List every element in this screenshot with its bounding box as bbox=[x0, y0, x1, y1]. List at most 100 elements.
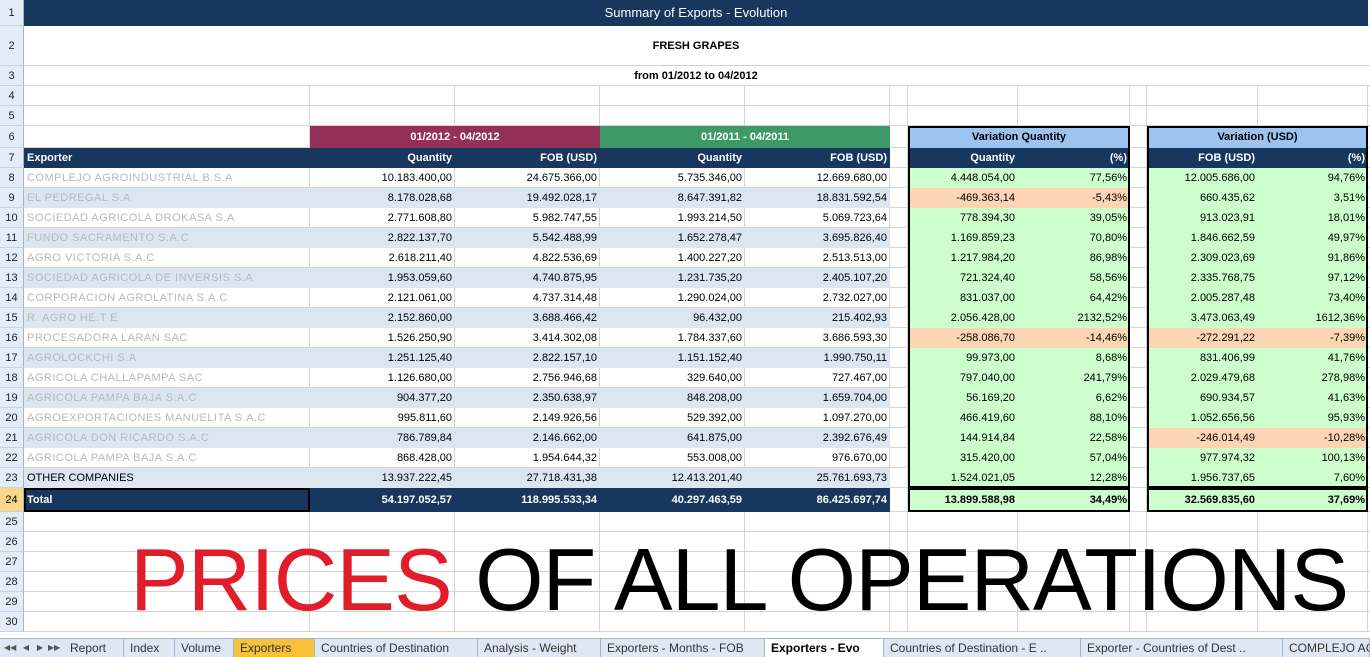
column-header-quantity[interactable]: Quantity bbox=[908, 148, 1018, 168]
quantity-previous[interactable]: 1.231.735,20 bbox=[600, 268, 745, 288]
quantity-current[interactable]: 1.526.250,90 bbox=[387, 332, 452, 344]
row-header[interactable]: 19 bbox=[0, 388, 24, 408]
quantity-previous[interactable]: 848.208,00 bbox=[600, 388, 745, 408]
fob-previous[interactable]: 1.990.750,11 bbox=[745, 348, 890, 368]
variation-fob-pct[interactable]: -7,39% bbox=[1258, 328, 1368, 348]
variation-quantity[interactable]: 2.056.428,00 bbox=[908, 308, 1018, 328]
variation-quantity-pct[interactable]: 86,98% bbox=[1018, 248, 1130, 268]
variation-quantity-pct[interactable]: 241,79% bbox=[1018, 368, 1130, 388]
date-range[interactable]: from 01/2012 to 04/2012 bbox=[634, 70, 758, 82]
variation-quantity[interactable]: 99.973,00 bbox=[908, 348, 1018, 368]
fob-current[interactable]: 3.688.466,42 bbox=[455, 308, 600, 328]
variation-quantity-pct[interactable]: 57,04% bbox=[1018, 448, 1130, 468]
variation-quantity-pct[interactable]: 88,10% bbox=[1018, 408, 1130, 428]
exporter-name[interactable]: AGROLOCKCHI S.A bbox=[24, 348, 310, 368]
variation-fob[interactable]: 3.473.063,49 bbox=[1147, 308, 1258, 328]
total-fob-previous[interactable]: 86.425.697,74 bbox=[745, 488, 890, 512]
fob-previous[interactable]: 3.695.826,40 bbox=[745, 228, 890, 248]
quantity-current[interactable]: 1.126.680,00 bbox=[387, 372, 452, 384]
total-label[interactable]: Total bbox=[24, 488, 310, 512]
fob-current[interactable]: 2.822.157,10 bbox=[455, 348, 600, 368]
variation-fob-pct[interactable]: 95,93% bbox=[1258, 408, 1368, 428]
fob-current[interactable]: 27.718.431,38 bbox=[455, 468, 600, 488]
variation-quantity-pct[interactable]: 6,62% bbox=[1018, 388, 1130, 408]
quantity-previous[interactable]: 553.008,00 bbox=[686, 452, 742, 464]
variation-fob[interactable]: 1.956.737,65 bbox=[1147, 468, 1258, 488]
variation-fob-pct[interactable]: 49,97% bbox=[1258, 228, 1368, 248]
variation-quantity-pct[interactable]: 77,56% bbox=[1018, 168, 1130, 188]
fob-current[interactable]: 4.737.314,48 bbox=[532, 292, 597, 304]
variation-quantity[interactable]: 831.037,00 bbox=[908, 288, 1018, 308]
variation-fob-pct[interactable]: 7,60% bbox=[1258, 468, 1368, 488]
exporter-name[interactable]: EL PEDREGAL S.A bbox=[24, 188, 310, 208]
exporter-name[interactable]: SOCIEDAD AGRICOLA DE INVERSIS S.A bbox=[24, 268, 310, 288]
variation-fob[interactable]: 660.435,62 bbox=[1147, 188, 1258, 208]
sheet-tab[interactable]: Countries of Destination - E .. bbox=[884, 639, 1081, 657]
variation-quantity-pct[interactable]: -14,46% bbox=[1018, 328, 1130, 348]
variation-quantity[interactable]: 4.448.054,00 bbox=[908, 168, 1018, 188]
variation-fob-pct[interactable]: 97,12% bbox=[1258, 268, 1368, 288]
variation-quantity-pct[interactable]: 8,68% bbox=[1018, 348, 1130, 368]
row-header[interactable]: 12 bbox=[0, 248, 24, 268]
variation-fob[interactable]: -272.291,22 bbox=[1147, 328, 1258, 348]
exporter-name[interactable]: AGRICOLA DON RICARDO S.A.C bbox=[24, 428, 310, 448]
column-header-fob[interactable]: FOB (USD) bbox=[745, 148, 890, 168]
variation-fob[interactable]: 913.023,91 bbox=[1147, 208, 1258, 228]
variation-quantity-pct[interactable]: 64,42% bbox=[1018, 288, 1130, 308]
row-header[interactable]: 14 bbox=[0, 288, 24, 308]
fob-previous[interactable]: 25.761.693,73 bbox=[745, 468, 890, 488]
variation-fob[interactable]: 2.335.768,75 bbox=[1147, 268, 1258, 288]
variation-fob-pct[interactable]: 91,86% bbox=[1258, 248, 1368, 268]
column-header-fob[interactable]: FOB (USD) bbox=[455, 148, 600, 168]
variation-quantity-pct[interactable]: -5,43% bbox=[1018, 188, 1130, 208]
row-header[interactable]: 21 bbox=[0, 428, 24, 448]
exporter-name[interactable]: FUNDO SACRAMENTO S.A.C bbox=[24, 228, 310, 248]
variation-quantity-header[interactable]: Variation Quantity bbox=[908, 126, 1130, 148]
fob-current[interactable]: 24.675.366,00 bbox=[526, 172, 597, 184]
row-header[interactable]: 30 bbox=[0, 612, 24, 632]
fob-previous[interactable]: 2.513.513,00 bbox=[822, 252, 887, 264]
variation-fob[interactable]: 977.974,32 bbox=[1147, 448, 1258, 468]
row-header[interactable]: 7 bbox=[0, 148, 24, 168]
variation-fob[interactable]: 1.052.656,56 bbox=[1147, 408, 1258, 428]
variation-quantity[interactable]: 1.169.859,23 bbox=[908, 228, 1018, 248]
variation-quantity[interactable]: 1.524.021,05 bbox=[908, 468, 1018, 488]
quantity-current[interactable]: 1.953.059,60 bbox=[310, 268, 455, 288]
column-header-exporter[interactable]: Exporter bbox=[24, 148, 310, 168]
fob-current[interactable]: 5.982.747,55 bbox=[532, 212, 597, 224]
variation-fob[interactable]: 12.005.686,00 bbox=[1147, 168, 1258, 188]
first-sheet-icon[interactable]: ◀◀ bbox=[4, 643, 17, 652]
exporter-name[interactable]: AGRICOLA PAMPA BAJA S.A.C bbox=[27, 452, 197, 464]
quantity-current[interactable]: 786.789,84 bbox=[310, 428, 455, 448]
quantity-previous[interactable]: 8.647.391,82 bbox=[600, 188, 745, 208]
row-header[interactable]: 20 bbox=[0, 408, 24, 428]
exporter-name[interactable]: AGRICOLA CHALLAPAMPA SAC bbox=[27, 372, 204, 384]
row-header[interactable]: 10 bbox=[0, 208, 24, 228]
variation-quantity-pct[interactable]: 2132,52% bbox=[1018, 308, 1130, 328]
sheet-tab[interactable]: Exporters - Evo bbox=[765, 639, 884, 657]
row-header[interactable]: 17 bbox=[0, 348, 24, 368]
variation-fob[interactable]: 2.005.287,48 bbox=[1147, 288, 1258, 308]
quantity-current[interactable]: 13.937.222,45 bbox=[310, 468, 455, 488]
exporter-name[interactable]: PROCESADORA LARAN SAC bbox=[27, 332, 188, 344]
row-header[interactable]: 1 bbox=[0, 0, 24, 26]
fob-previous[interactable]: 12.669.680,00 bbox=[816, 172, 887, 184]
sheet-tab[interactable]: COMPLEJO AG bbox=[1283, 639, 1370, 657]
total-quantity-current[interactable]: 54.197.052,57 bbox=[310, 488, 455, 512]
fob-previous[interactable]: 1.659.704,00 bbox=[745, 388, 890, 408]
fob-previous[interactable]: 18.831.592,54 bbox=[745, 188, 890, 208]
sheet-tab[interactable]: Analysis - Weight bbox=[478, 639, 601, 657]
fob-previous[interactable]: 3.686.593,30 bbox=[822, 332, 887, 344]
row-header[interactable]: 6 bbox=[0, 126, 24, 148]
product-title[interactable]: FRESH GRAPES bbox=[24, 26, 1368, 66]
fob-previous[interactable]: 727.467,00 bbox=[831, 372, 887, 384]
variation-fob-pct[interactable]: 3,51% bbox=[1258, 188, 1368, 208]
period-header-previous[interactable]: 01/2011 - 04/2011 bbox=[600, 126, 890, 148]
fob-current[interactable]: 2.149.926,56 bbox=[532, 412, 597, 424]
exporter-name[interactable]: AGRO VICTORIA S.A.C bbox=[27, 252, 155, 264]
fob-current[interactable]: 5.542.488,99 bbox=[455, 228, 600, 248]
quantity-previous[interactable]: 1.400.227,20 bbox=[677, 252, 742, 264]
column-header-fob[interactable]: FOB (USD) bbox=[1147, 148, 1258, 168]
variation-quantity[interactable]: 466.419,60 bbox=[908, 408, 1018, 428]
